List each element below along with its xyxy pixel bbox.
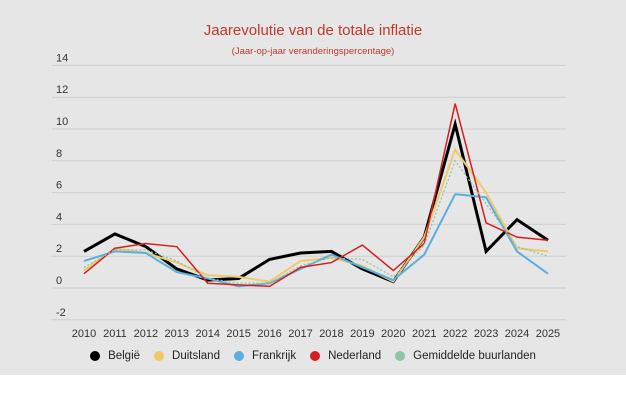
- x-tick-label: 2024: [505, 328, 529, 340]
- chart-title: Jaarevolutie van de totale inflatie: [203, 22, 423, 39]
- y-tick-label: 0: [56, 275, 62, 287]
- y-tick-label: 10: [56, 116, 68, 128]
- legend-marker: [154, 351, 165, 361]
- x-tick-label: 2019: [350, 328, 374, 340]
- x-tick-label: 2022: [443, 328, 467, 340]
- legend-label: Frankrijk: [251, 350, 297, 362]
- series-line-gemiddelde-buurlanden: [83, 159, 549, 284]
- y-tick-label: 8: [56, 148, 62, 160]
- legend-marker: [233, 351, 244, 361]
- x-tick-label: 2011: [103, 328, 127, 340]
- x-tick-label: 2018: [319, 328, 343, 340]
- y-tick-label: 6: [56, 180, 62, 192]
- legend-item: België: [90, 350, 140, 362]
- x-tick-label: 2025: [536, 328, 560, 340]
- y-tick-label: 12: [56, 84, 68, 96]
- y-tick-label: 4: [56, 211, 62, 223]
- legend-label: België: [108, 350, 141, 362]
- x-tick-label: 2012: [134, 328, 158, 340]
- x-tick-label: 2014: [195, 328, 219, 340]
- x-tick-label: 2010: [72, 328, 96, 340]
- legend-item: Gemiddelde buurlanden: [395, 350, 536, 362]
- legend-marker: [90, 351, 101, 361]
- chart-subtitle: (Jaar-op-jaar veranderingspercentage): [231, 46, 395, 57]
- legend-label: Gemiddelde buurlanden: [413, 350, 536, 362]
- x-tick-label: 2023: [474, 328, 498, 340]
- x-tick-label: 2020: [381, 328, 405, 340]
- legend-item: Frankrijk: [233, 350, 297, 362]
- series-line-nederland: [83, 103, 549, 288]
- x-tick-label: 2013: [165, 328, 189, 340]
- y-tick-label: -2: [56, 307, 66, 319]
- legend: België Duitsland Frankrijk Nederland Gemidde…: [0, 350, 626, 362]
- y-tick-label: 2: [56, 243, 62, 255]
- legend-label: Duitsland: [172, 350, 220, 362]
- legend-item: Nederland: [310, 350, 381, 362]
- x-tick-label: 2017: [288, 328, 312, 340]
- x-tick-label: 2015: [226, 328, 250, 340]
- legend-marker: [395, 351, 406, 361]
- line-chart: -2 0 2 4 6 8 10 12 14 2010 2011 2012 2013 2014 2015 201…: [52, 52, 566, 340]
- chart-panel: Jaarevolutie van de totale inflatie (Jaa…: [0, 0, 626, 375]
- series-line-frankrijk: [83, 193, 549, 288]
- legend-item: Duitsland: [154, 350, 220, 362]
- y-tick-label: 14: [56, 52, 68, 64]
- x-tick-label: 2021: [412, 328, 436, 340]
- x-tick-label: 2016: [257, 328, 281, 340]
- legend-marker: [310, 351, 321, 361]
- legend-label: Nederland: [328, 350, 382, 362]
- series-line-duitsland: [83, 147, 549, 283]
